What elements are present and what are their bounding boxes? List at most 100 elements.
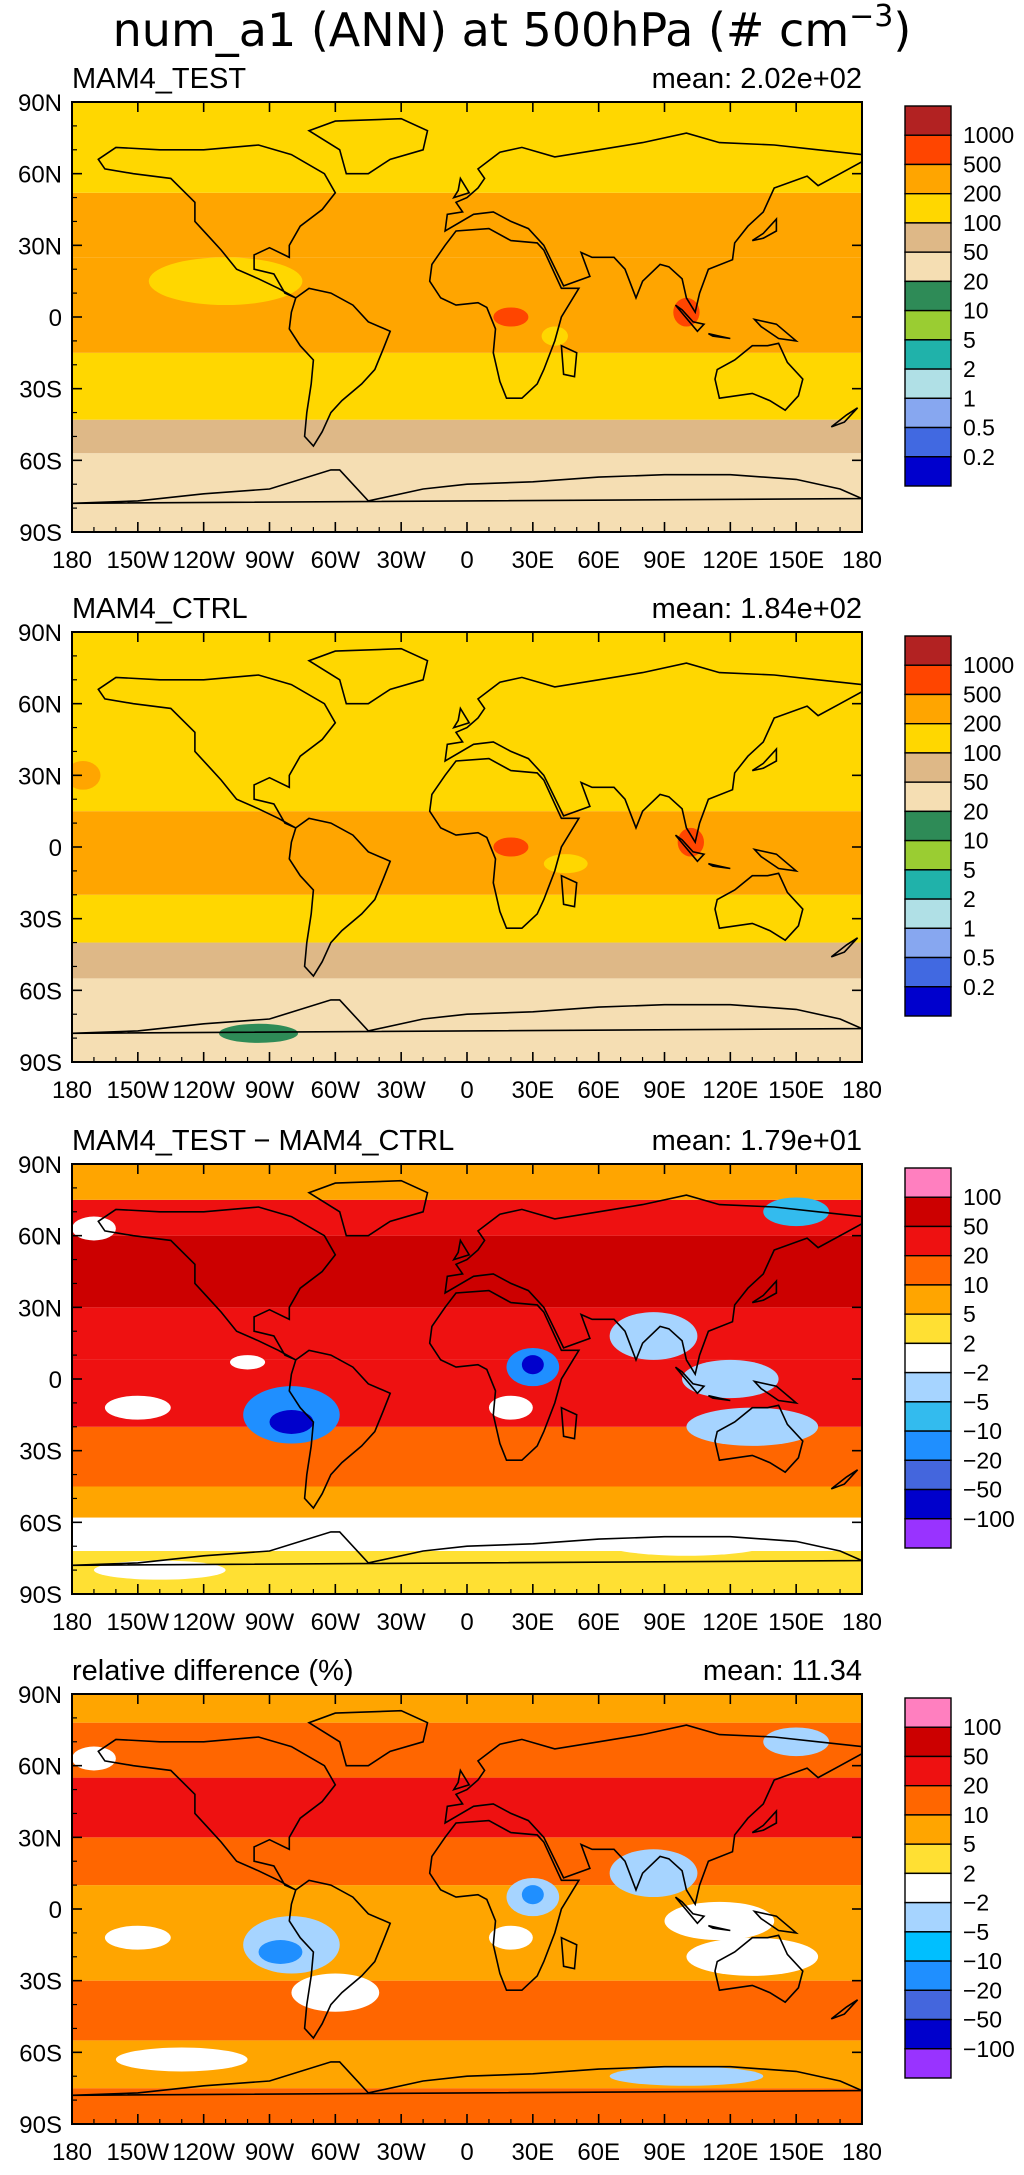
y-tick-label: 90S (19, 520, 62, 547)
colorbar-swatch (904, 426, 952, 458)
colorbar-label: −2 (963, 1360, 989, 1386)
coastline (560, 344, 578, 378)
coastline (714, 872, 804, 942)
colorbar-label: 0.5 (963, 945, 995, 971)
coastline (428, 1819, 581, 1991)
x-tick-label: 30W (376, 547, 426, 574)
colorbar-swatch (904, 1284, 952, 1315)
coastline (674, 304, 706, 333)
map-field (72, 102, 862, 532)
coastline (714, 1934, 804, 2004)
y-tick-label: 0 (49, 305, 62, 332)
x-tick-label: 30E (511, 1077, 554, 1104)
coastline (97, 674, 337, 829)
y-tick-label: 30N (18, 1295, 62, 1322)
y-tick-label: 60S (19, 1510, 62, 1537)
contour-region (521, 1355, 544, 1375)
colorbar-label: 2 (963, 356, 976, 382)
contour-region (115, 2047, 248, 2072)
colorbar-label: 1000 (963, 122, 1014, 148)
colorbar-swatch (904, 134, 952, 166)
colorbar-label: 50 (963, 769, 989, 795)
x-tick-label: 150W (106, 2139, 169, 2166)
colorbar-swatch (904, 339, 952, 370)
y-tick-label: 0 (49, 835, 62, 862)
x-tick-label: 90W (245, 1077, 295, 1104)
map-field (72, 1164, 862, 1594)
x-tick-label: 90W (245, 2139, 295, 2166)
y-tick-label: 60S (19, 448, 62, 475)
x-tick-label: 120W (172, 2139, 235, 2166)
colorbar-swatch (904, 781, 952, 813)
colorbar-label: 0.2 (963, 444, 995, 470)
x-tick-label: 120E (702, 547, 758, 574)
coastline (452, 1768, 471, 1791)
coastline (428, 227, 581, 399)
x-tick-label: 90E (643, 1609, 686, 1636)
colorbar-label: 50 (963, 1213, 989, 1239)
colorbar-label: 50 (963, 1743, 989, 1769)
colorbar-swatch (904, 839, 952, 871)
colorbar-swatch (904, 1989, 952, 2021)
colorbar-swatch (904, 898, 952, 930)
contour-region (219, 1023, 299, 1043)
coastline (708, 1924, 731, 1932)
coastline (452, 1238, 471, 1261)
x-tick-label: 120W (172, 1609, 235, 1636)
x-tick-label: 30E (511, 2139, 554, 2166)
colorbar-label: 0.2 (963, 974, 995, 1000)
coastline (560, 1406, 578, 1440)
colorbar-swatch (904, 1430, 952, 1462)
colorbar-swatch (904, 869, 952, 900)
colorbar-label: −5 (963, 1919, 989, 1945)
colorbar-swatch (904, 397, 952, 429)
colorbar-label: −100 (963, 2036, 1015, 2062)
coastline (452, 706, 471, 729)
contour-region (72, 1746, 116, 1771)
x-tick-label: 30E (511, 547, 554, 574)
colorbar-label: 2 (963, 886, 976, 912)
colorbar-swatch (904, 1401, 952, 1432)
colorbar-label: 200 (963, 711, 1001, 737)
colorbar-swatch (904, 635, 952, 666)
colorbar-label: −5 (963, 1389, 989, 1415)
colorbar-swatch (904, 1342, 952, 1374)
coastline (752, 318, 799, 343)
colorbar-swatch (904, 1196, 952, 1228)
colorbar-label: 20 (963, 268, 989, 294)
x-tick-label: 120W (172, 1077, 235, 1104)
chart-panel: relative difference (%) mean: 11.34 180 150… (18, 1655, 1015, 2166)
coastline (444, 662, 862, 845)
contour-band (72, 352, 862, 420)
contour-region (673, 297, 700, 327)
coastline (72, 1531, 862, 1567)
coastline (714, 342, 804, 412)
coastline (97, 1736, 337, 1891)
contour-band (72, 419, 862, 454)
y-tick-label: 90S (19, 2112, 62, 2139)
coastline (752, 848, 799, 873)
x-tick-label: 60E (577, 1609, 620, 1636)
contour-band (72, 811, 862, 895)
colorbar-swatch (904, 163, 952, 195)
y-tick-label: 30N (18, 763, 62, 790)
contour-band (72, 1722, 862, 1778)
colorbar-label: 5 (963, 327, 976, 353)
coastline (752, 1380, 799, 1405)
x-tick-label: 180 (842, 1077, 882, 1104)
colorbar-swatch (904, 368, 952, 400)
x-tick-label: 30E (511, 1609, 554, 1636)
x-tick-label: 180 (52, 2139, 92, 2166)
contour-region (785, 352, 852, 401)
contour-region (72, 761, 101, 790)
colorbar-swatch (904, 309, 952, 341)
colorbar-swatch (904, 1254, 952, 1286)
contour-region (763, 1727, 830, 1757)
coastline (708, 332, 731, 340)
colorbar-label: −20 (963, 1447, 1002, 1473)
y-tick-label: 60N (18, 1754, 62, 1781)
colorbar-swatch (904, 722, 952, 754)
coastline (560, 874, 578, 908)
coastline (714, 1404, 804, 1474)
contour-region (269, 1410, 314, 1434)
